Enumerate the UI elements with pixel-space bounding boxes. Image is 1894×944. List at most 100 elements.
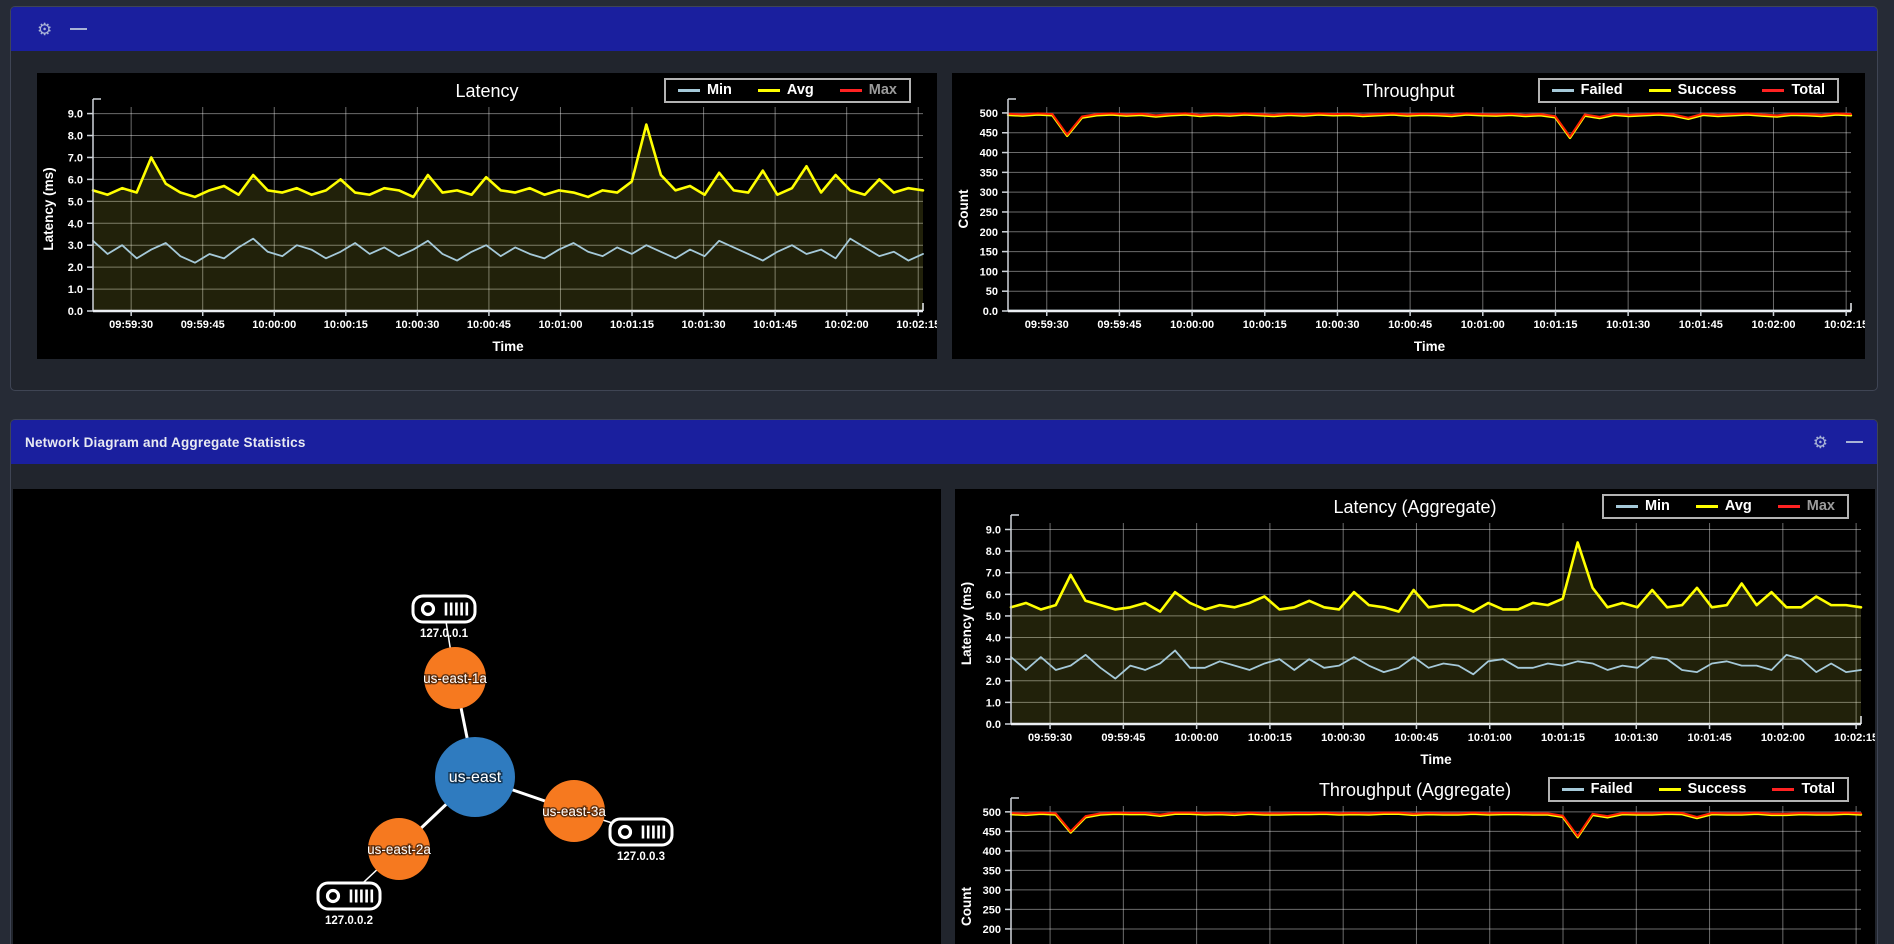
y-tick-label: 2.0	[986, 676, 1001, 688]
server-icon-light	[617, 824, 633, 840]
x-tick-label: 10:00:00	[1170, 319, 1214, 331]
node-us-east[interactable]	[435, 737, 515, 817]
legend-swatch	[1695, 504, 1718, 508]
latency-aggregate-plot: 0.0 1.0 2.0 3.0 4.0 5.0 6.0 7.0 8.0 9.0 09:59:30 09…	[959, 497, 1878, 767]
legend-item-max[interactable]: Max	[1777, 498, 1835, 514]
throughput-legend: Failed Success Total	[1537, 78, 1839, 103]
legend-item-min[interactable]: Min	[1615, 498, 1670, 514]
aggregate-charts-canvas: 0.0 1.0 2.0 3.0 4.0 5.0 6.0 7.0 8.0 9.0 09:59:30 09…	[955, 489, 1878, 944]
legend-item-failed[interactable]: Failed	[1561, 781, 1633, 797]
metrics-window-header[interactable]: ⚙	[11, 7, 1877, 51]
metrics-window: ⚙ 0.0 1.0 2.0 3.0 4.0 5.0 6.0 7.0 8.0 9.0 09:59:30…	[10, 6, 1878, 391]
server-node-127.0.0.2[interactable]: 127.0.0.2	[316, 881, 382, 927]
x-tick-label: 10:01:00	[1461, 319, 1505, 331]
gear-icon: ⚙	[1812, 432, 1828, 452]
x-tick-label: 10:00:00	[1175, 732, 1219, 744]
network-aggregate-window: Network Diagram and Aggregate Statistics…	[10, 419, 1878, 944]
minimize-button[interactable]	[1846, 440, 1863, 444]
node-us-east-3a[interactable]	[543, 780, 605, 842]
legend-item-min[interactable]: Min	[677, 82, 732, 98]
node-us-east-2a[interactable]	[368, 818, 430, 880]
throughput-chart: 0.0 50 100 150 200 250 300 350 400 450 500 09:59:30…	[952, 73, 1868, 359]
legend-swatch	[839, 88, 862, 92]
series-line-total	[1007, 112, 1852, 138]
x-tick-label: 09:59:45	[181, 319, 225, 331]
y-tick-label: 7.0	[68, 152, 83, 164]
y-tick-label: 200	[983, 924, 1001, 936]
x-tick-label: 10:00:15	[324, 319, 368, 331]
series-line-min	[92, 237, 924, 264]
panel-title: Network Diagram and Aggregate Statistics	[25, 434, 306, 450]
settings-button[interactable]: ⚙	[37, 21, 52, 38]
y-tick-label: 350	[980, 167, 998, 179]
chart-title: Latency (Aggregate)	[1333, 497, 1496, 517]
x-tick-label: 10:02:00	[1751, 319, 1795, 331]
server-node-127.0.0.3[interactable]: 127.0.0.3	[608, 817, 674, 863]
y-tick-label: 50	[986, 286, 998, 298]
y-tick-label: 8.0	[68, 131, 83, 143]
y-tick-label: 9.0	[68, 109, 83, 121]
node-us-east-1a[interactable]	[424, 647, 486, 709]
y-tick-label: 200	[980, 227, 998, 239]
x-tick-label: 10:02:15	[896, 319, 937, 331]
x-tick-label: 10:01:30	[682, 319, 726, 331]
series-fill-avg	[93, 124, 923, 311]
series-line-avg	[1009, 541, 1863, 613]
network-graph: us-east us-east-1a us-east-2a us-east-3a 127…	[316, 594, 674, 927]
node-label-us-east-2a: us-east-2a	[367, 842, 431, 857]
y-tick-label: 4.0	[68, 218, 83, 230]
server-icon-light	[420, 601, 436, 617]
legend-label: Max	[1806, 498, 1835, 514]
legend-item-success[interactable]: Success	[1648, 82, 1737, 98]
y-tick-label: 500	[983, 807, 1001, 819]
server-ip-label: 127.0.0.2	[325, 915, 373, 927]
minimize-button[interactable]	[70, 27, 88, 31]
series-line-success	[1006, 113, 1853, 140]
y-tick-label: 100	[980, 266, 998, 278]
y-tick-label: 500	[980, 108, 998, 120]
legend-item-success[interactable]: Success	[1658, 781, 1747, 797]
legend-label: Success	[1677, 82, 1737, 98]
legend-item-failed[interactable]: Failed	[1551, 82, 1623, 98]
x-tick-label: 09:59:30	[109, 319, 153, 331]
y-tick-label: 3.0	[68, 240, 83, 252]
x-tick-label: 10:02:00	[1761, 732, 1805, 744]
minimize-icon	[1846, 440, 1863, 444]
legend-item-total[interactable]: Total	[1772, 781, 1835, 797]
latency-aggregate-chart: 0.0 1.0 2.0 3.0 4.0 5.0 6.0 7.0 8.0 9.0 09:59:30 09…	[955, 489, 1878, 772]
y-tick-label: 0.0	[68, 306, 83, 318]
y-tick-label: 2.0	[68, 262, 83, 274]
legend-item-avg[interactable]: Avg	[1695, 498, 1752, 514]
legend-item-total[interactable]: Total	[1762, 82, 1825, 98]
legend-swatch	[1561, 787, 1584, 791]
series-line-avg	[91, 123, 925, 199]
legend-item-avg[interactable]: Avg	[757, 82, 814, 98]
legend-swatch	[1615, 504, 1638, 508]
legend-item-max[interactable]: Max	[839, 82, 897, 98]
legend-label: Success	[1687, 781, 1747, 797]
x-tick-label: 10:01:00	[1468, 732, 1512, 744]
legend-swatch	[677, 88, 700, 92]
x-tick-label: 10:00:00	[252, 319, 296, 331]
throughput-aggregate-legend: Failed Success Total	[1547, 777, 1849, 802]
y-tick-label: 450	[980, 128, 998, 140]
latency-plot: 0.0 1.0 2.0 3.0 4.0 5.0 6.0 7.0 8.0 9.0 09:59:30 09…	[41, 81, 940, 354]
y-tick-label: 6.0	[986, 589, 1001, 601]
x-tick-label: 10:01:30	[1606, 319, 1650, 331]
series-line-total	[1010, 811, 1862, 838]
network-aggregate-window-header[interactable]: Network Diagram and Aggregate Statistics…	[11, 420, 1877, 464]
y-tick-label: 400	[980, 148, 998, 160]
x-tick-label: 09:59:30	[1025, 319, 1069, 331]
legend-swatch	[1648, 88, 1671, 92]
x-tick-label: 09:59:45	[1101, 732, 1145, 744]
throughput-aggregate-chart: 0.05010015020025030035040045050009:59:30…	[955, 772, 1875, 944]
node-label-us-east-3a: us-east-3a	[542, 804, 606, 819]
settings-button[interactable]: ⚙	[1813, 434, 1828, 451]
server-node-127.0.0.1[interactable]: 127.0.0.1	[411, 594, 477, 640]
x-tick-label: 10:01:15	[610, 319, 654, 331]
legend-swatch	[1762, 88, 1785, 92]
legend-label: Failed	[1590, 781, 1633, 797]
series-line-min	[1010, 649, 1862, 680]
y-tick-label: 0.0	[986, 719, 1001, 731]
